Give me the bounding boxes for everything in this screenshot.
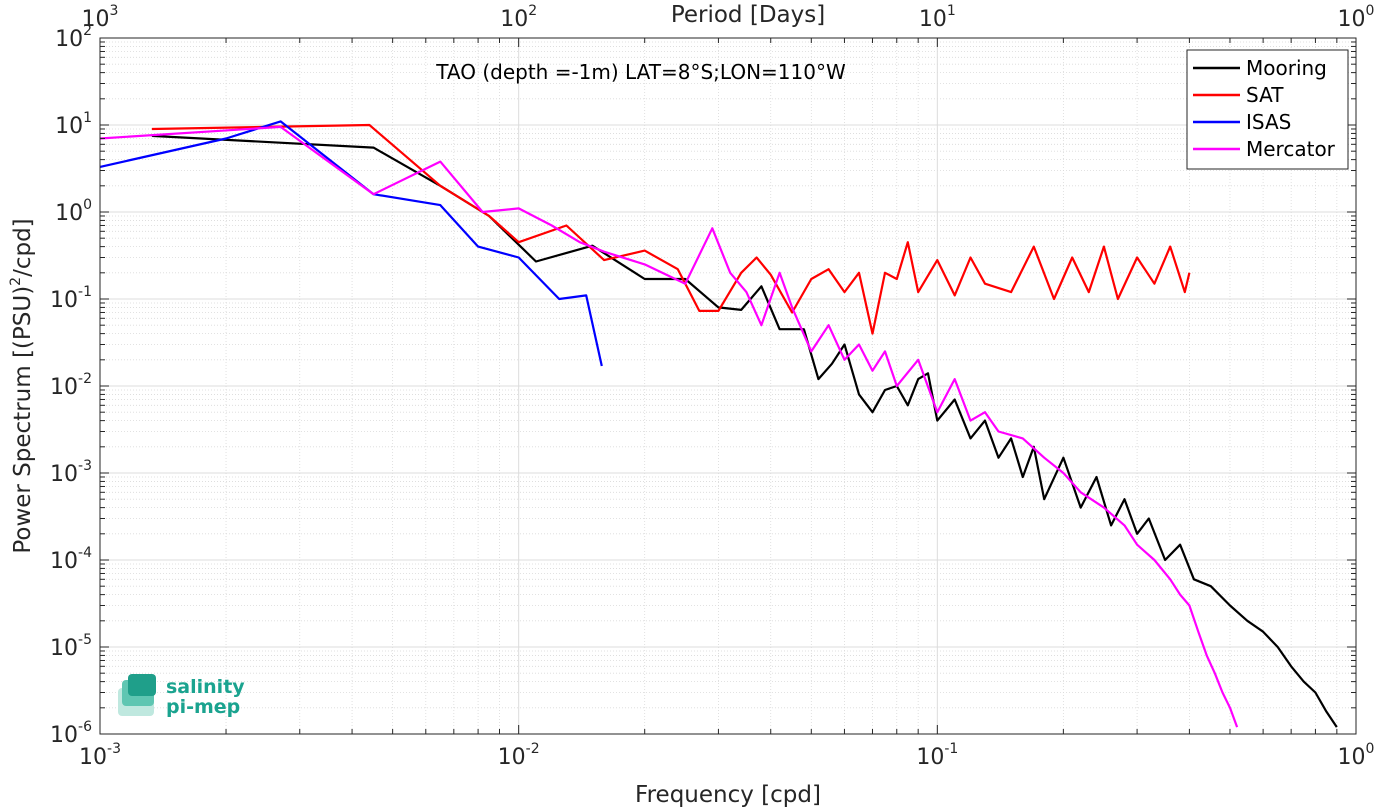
series-layer — [99, 120, 1338, 728]
top-tick-label-base: 10 — [500, 7, 528, 32]
ticks-layer — [99, 37, 1357, 735]
x-tick-label-exp: -3 — [107, 741, 121, 757]
y-tick-label-exp: -4 — [78, 545, 92, 561]
y-tick-label-base: 10 — [55, 27, 83, 52]
legend-label-sat: SAT — [1246, 83, 1284, 107]
y-tick-label: 102 — [55, 23, 92, 52]
y-axis-label-sup: 2 — [8, 277, 24, 286]
x-tick-label-base: 10 — [916, 745, 944, 770]
series-line-mercator — [99, 125, 1239, 728]
top-tick-label-base: 10 — [82, 7, 110, 32]
y-tick-label-base: 10 — [50, 375, 78, 400]
series-line-isas — [99, 120, 603, 367]
legend-label-isas: ISAS — [1246, 110, 1291, 134]
y-tick-label-exp: -1 — [78, 284, 92, 300]
top-tick-label-exp: 2 — [528, 3, 537, 19]
y-tick-label: 10-5 — [50, 632, 92, 661]
y-tick-label: 10-1 — [50, 284, 92, 313]
y-tick-label-base: 10 — [50, 288, 78, 313]
top-tick-label-exp: 0 — [1366, 3, 1375, 19]
salinity-pi-mep-logo: salinity pi-mep — [118, 674, 245, 718]
y-tick-label: 10-6 — [50, 719, 92, 748]
top-tick-label-exp: 1 — [947, 3, 956, 19]
legend-label-mercator: Mercator — [1246, 137, 1336, 161]
x-tick-label-exp: -2 — [526, 741, 540, 757]
y-tick-label-base: 10 — [55, 201, 83, 226]
y-tick-label-base: 10 — [50, 549, 78, 574]
y-tick-label: 100 — [55, 197, 92, 226]
x-tick-label-base: 10 — [79, 745, 107, 770]
x-tick-label-exp: -1 — [944, 741, 958, 757]
x-tick-label-base: 10 — [498, 745, 526, 770]
top-tick-label-base: 10 — [919, 7, 947, 32]
y-tick-label: 10-4 — [50, 545, 92, 574]
y-tick-label-base: 10 — [50, 636, 78, 661]
x-axis-label: Frequency [cpd] — [635, 782, 821, 808]
y-axis-label: Power Spectrum [(PSU)2/cpd] — [8, 218, 36, 553]
x-tick-label: 10-2 — [498, 741, 540, 770]
y-tick-label: 10-2 — [50, 371, 92, 400]
logo-wave-3 — [128, 674, 156, 696]
y-tick-label: 10-3 — [50, 458, 92, 487]
y-tick-label: 101 — [55, 110, 92, 139]
y-tick-label-exp: 2 — [83, 23, 92, 39]
y-axis-label-main: Power Spectrum [(PSU) — [10, 286, 36, 554]
legend-label-mooring: Mooring — [1246, 56, 1327, 80]
logo-text-line1: salinity — [166, 676, 245, 698]
top-tick-label-base: 10 — [1338, 7, 1366, 32]
top-tick-label: 103 — [82, 3, 119, 32]
y-tick-label-base: 10 — [55, 114, 83, 139]
top-tick-label: 102 — [500, 3, 537, 32]
y-tick-label-exp: -5 — [78, 632, 92, 648]
series-line-mooring — [151, 134, 1338, 728]
y-tick-label-exp: 0 — [83, 197, 92, 213]
y-axis-label-suffix: /cpd] — [10, 218, 36, 277]
top-tick-label: 100 — [1338, 3, 1375, 32]
top-tick-label-exp: 3 — [110, 3, 119, 19]
chart-title: TAO (depth =-1m) LAT=8°S;LON=110°W — [435, 60, 846, 84]
y-tick-label-exp: -6 — [78, 719, 92, 735]
y-tick-label-base: 10 — [50, 723, 78, 748]
series-line-sat — [151, 123, 1191, 335]
y-tick-label-base: 10 — [50, 462, 78, 487]
x-tick-label-base: 10 — [1338, 745, 1366, 770]
logo-text-line2: pi-mep — [166, 696, 240, 718]
x-tick-label: 10-3 — [79, 741, 121, 770]
x-tick-label-exp: 0 — [1366, 741, 1375, 757]
top-axis-label: Period [Days] — [671, 2, 825, 28]
x-tick-label: 10-1 — [916, 741, 958, 770]
x-tick-label: 100 — [1338, 741, 1375, 770]
y-tick-label-exp: -3 — [78, 458, 92, 474]
top-tick-label: 101 — [919, 3, 956, 32]
y-tick-label-exp: -2 — [78, 371, 92, 387]
legend: Mooring SAT ISAS Mercator — [1186, 49, 1349, 170]
y-tick-label-exp: 1 — [83, 110, 92, 126]
